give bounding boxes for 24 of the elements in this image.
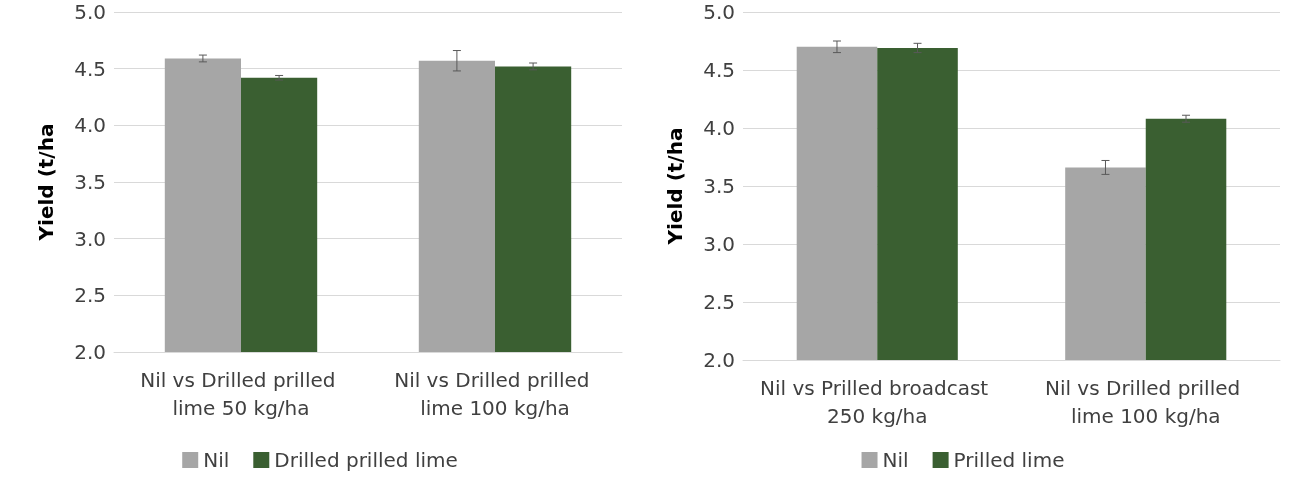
- y-tick-label: 4.0: [703, 116, 735, 140]
- y-tick-label: 4.5: [703, 58, 735, 82]
- y-tick-label: 4.0: [74, 113, 106, 138]
- y-tick-label: 4.5: [74, 56, 106, 81]
- y-tick-label: 2.5: [74, 283, 106, 308]
- x-tick-label: Nil vs Drilled prilled lime 100 kg/ha: [1044, 376, 1247, 428]
- x-tick-label: Nil vs Drilled prilled lime 50 kg/ha: [140, 368, 342, 420]
- x-tick-label: Nil vs Drilled prilled lime 100 kg/ha: [394, 368, 596, 420]
- y-tick-label: 3.5: [74, 170, 106, 194]
- y-tick-label: 2.0: [74, 340, 106, 364]
- y-tick-label: 3.0: [703, 232, 735, 256]
- y-axis-title: Yield (t/ha: [34, 123, 58, 242]
- legend-label: Drilled prilled lime: [274, 448, 458, 472]
- legend-label: Prilled lime: [953, 448, 1065, 472]
- y-tick-label: 5.0: [74, 0, 106, 24]
- y-tick-label: 5.0: [703, 0, 735, 24]
- y-axis-title: Yield (t/ha: [663, 127, 687, 246]
- y-tick-label: 2.0: [703, 348, 735, 372]
- legend-label: Nil: [203, 448, 230, 472]
- y-tick-label: 2.5: [703, 290, 735, 314]
- legend-label: Nil: [882, 448, 909, 472]
- y-tick-label: 3.5: [703, 174, 735, 198]
- y-tick-label: 3.0: [74, 226, 106, 251]
- x-tick-label: Nil vs Prilled broadcast 250 kg/ha: [759, 376, 995, 428]
